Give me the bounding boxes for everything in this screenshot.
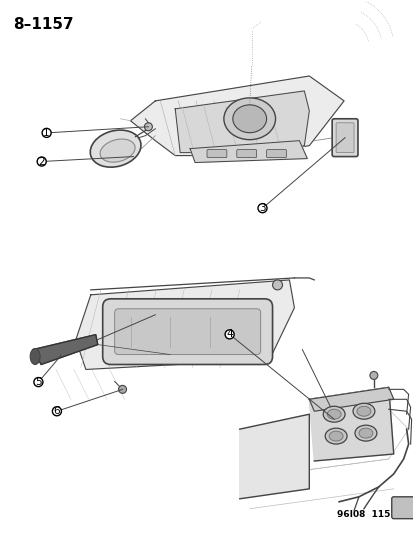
Ellipse shape: [30, 349, 40, 365]
Polygon shape: [175, 91, 309, 152]
Text: 96I08  1157: 96I08 1157: [336, 510, 396, 519]
FancyBboxPatch shape: [206, 150, 226, 158]
Circle shape: [272, 280, 282, 290]
Circle shape: [369, 372, 377, 379]
Polygon shape: [33, 335, 97, 365]
Circle shape: [34, 377, 43, 386]
Polygon shape: [76, 280, 294, 369]
Ellipse shape: [328, 431, 342, 441]
Ellipse shape: [90, 130, 141, 167]
Ellipse shape: [358, 428, 372, 438]
Ellipse shape: [323, 406, 344, 422]
Circle shape: [257, 204, 266, 213]
Text: 3: 3: [259, 203, 265, 213]
Polygon shape: [239, 414, 309, 499]
Ellipse shape: [100, 139, 135, 162]
Ellipse shape: [354, 425, 376, 441]
FancyBboxPatch shape: [335, 123, 353, 152]
FancyBboxPatch shape: [114, 309, 260, 354]
Ellipse shape: [325, 428, 346, 444]
Ellipse shape: [352, 403, 374, 419]
Ellipse shape: [223, 98, 275, 140]
Circle shape: [52, 407, 61, 416]
FancyBboxPatch shape: [266, 150, 286, 158]
Polygon shape: [190, 141, 306, 163]
Circle shape: [37, 157, 46, 166]
FancyBboxPatch shape: [236, 150, 256, 158]
Text: 4: 4: [226, 329, 233, 340]
Text: 1: 1: [43, 128, 50, 138]
FancyBboxPatch shape: [391, 497, 413, 519]
Text: 2: 2: [38, 157, 45, 166]
Circle shape: [42, 128, 51, 138]
Text: 5: 5: [35, 377, 42, 387]
Circle shape: [144, 123, 152, 131]
Circle shape: [225, 330, 234, 339]
FancyBboxPatch shape: [331, 119, 357, 157]
FancyBboxPatch shape: [102, 299, 272, 365]
Polygon shape: [309, 387, 393, 461]
Circle shape: [118, 385, 126, 393]
Ellipse shape: [356, 406, 370, 416]
Text: 6: 6: [53, 406, 60, 416]
Polygon shape: [309, 387, 393, 411]
Text: 8–1157: 8–1157: [13, 17, 74, 33]
Polygon shape: [130, 76, 343, 156]
Ellipse shape: [326, 409, 340, 419]
Ellipse shape: [232, 105, 266, 133]
